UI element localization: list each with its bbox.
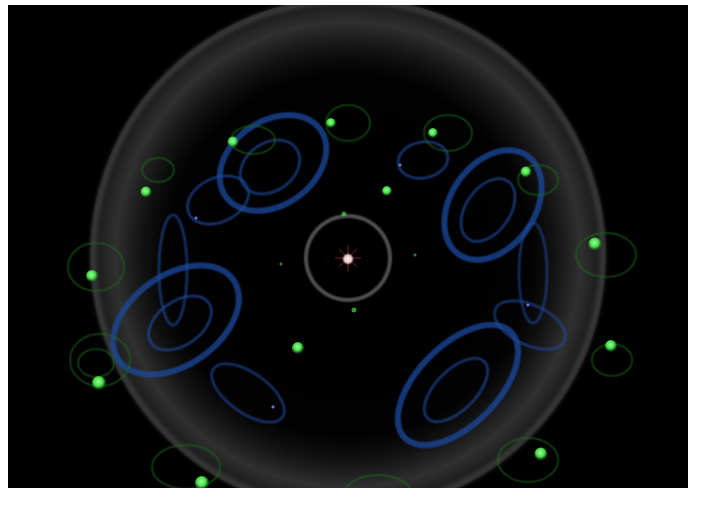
planet <box>227 136 239 148</box>
planet <box>382 186 392 196</box>
planet <box>326 118 336 128</box>
planet <box>428 128 438 138</box>
inner-ring <box>304 214 392 302</box>
planet <box>92 376 106 390</box>
planet <box>292 342 304 354</box>
planet <box>86 270 98 282</box>
planet <box>520 166 532 178</box>
planet <box>140 186 152 198</box>
game-viewport[interactable] <box>8 5 688 488</box>
blue-orbit-clusters <box>110 112 567 449</box>
planet <box>588 237 602 251</box>
planet <box>605 340 617 352</box>
orbit-scene <box>8 5 688 488</box>
small-bodies <box>194 163 530 409</box>
outer-halo-rim <box>90 5 606 488</box>
green-orbit-rings <box>67 104 637 488</box>
planet <box>534 447 548 461</box>
central-star <box>335 245 361 271</box>
planet <box>195 476 209 488</box>
green-planets <box>86 118 617 488</box>
